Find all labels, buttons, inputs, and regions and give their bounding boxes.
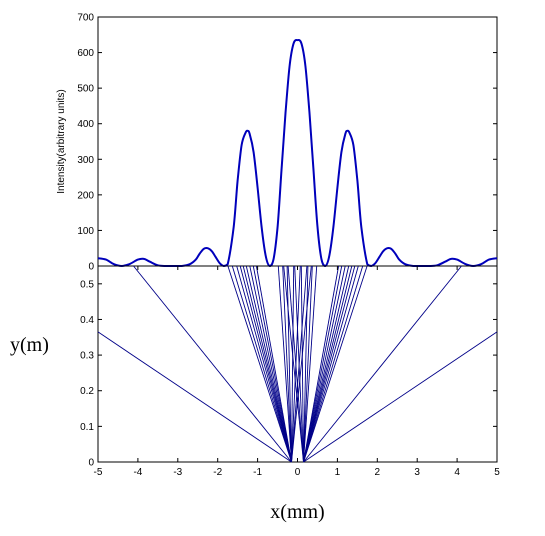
ray-line xyxy=(133,265,292,463)
ray-line xyxy=(303,265,368,463)
ray-line xyxy=(303,265,462,463)
intensity-y-tick-label: 200 xyxy=(77,190,94,201)
ray-line xyxy=(303,265,364,463)
ray-line xyxy=(303,265,359,463)
ray-line xyxy=(287,265,304,463)
ray-y-tick-label: 0.2 xyxy=(80,386,94,397)
ray-line xyxy=(282,265,292,463)
ray-x-tick-label: 1 xyxy=(335,467,341,478)
ray-plot: 00.10.20.30.40.5 -5 -4 -3 -2 -1 0 1 2 3 4 5 x(mm) … xyxy=(10,265,500,523)
ray-x-tick-label: 2 xyxy=(375,467,381,478)
y-axis-label: y(m) xyxy=(10,334,49,356)
ray-line xyxy=(303,265,318,463)
ray-x-tick-label: -5 xyxy=(94,467,103,478)
intensity-y-tick-label: 600 xyxy=(77,48,94,59)
intensity-y-axis-label: Intensity(arbitrary units) xyxy=(56,89,67,193)
intensity-y-tick-label: 0 xyxy=(88,262,94,273)
ray-y-tick-label: 0.1 xyxy=(80,422,94,433)
ray-x-tick-label: -2 xyxy=(213,467,222,478)
ray-line xyxy=(255,265,292,463)
intensity-y-ticks: 0 100 200 300 400 500 600 700 xyxy=(77,13,497,273)
ray-x-tick-label: -3 xyxy=(173,467,182,478)
x-axis-label: x(mm) xyxy=(270,501,324,523)
intensity-y-tick-label: 400 xyxy=(77,119,94,130)
ray-line xyxy=(245,265,292,463)
ray-y-tick-label: 0.4 xyxy=(80,315,94,326)
ray-line xyxy=(277,265,292,463)
ray-line xyxy=(303,265,313,463)
ray-x-tick-label: 3 xyxy=(414,467,420,478)
intensity-y-tick-label: 300 xyxy=(77,155,94,166)
intensity-y-tick-label: 100 xyxy=(77,226,94,237)
ray-x-tick-label: -4 xyxy=(133,467,142,478)
ray-y-tick-label: 0.5 xyxy=(80,279,94,290)
ray-line xyxy=(231,265,292,463)
ray-x-tick-label: 5 xyxy=(494,467,500,478)
ray-x-tick-label: 4 xyxy=(454,467,460,478)
intensity-y-tick-label: 700 xyxy=(77,13,94,24)
ray-line xyxy=(283,265,304,463)
ray-y-ticks: 0 0.1 0.2 0.3 0.4 0.5 xyxy=(80,279,497,469)
ray-line xyxy=(294,265,304,463)
intensity-curve xyxy=(97,39,498,268)
ray-x-tick-label: -1 xyxy=(253,467,262,478)
ray-line xyxy=(97,331,292,463)
ray-line xyxy=(303,265,346,463)
intensity-y-tick-label: 500 xyxy=(77,84,94,95)
ray-line xyxy=(303,331,498,463)
ray-line xyxy=(249,265,292,463)
ray-line xyxy=(300,265,304,463)
ray-y-tick-label: 0.3 xyxy=(80,351,94,362)
ray-line xyxy=(291,265,312,463)
ray-line xyxy=(303,265,343,463)
ray-line xyxy=(303,265,353,463)
ray-x-ticks: -5 -4 -3 -2 -1 0 1 2 3 4 5 xyxy=(94,266,500,478)
ray-line xyxy=(252,265,292,463)
ray-line xyxy=(291,265,295,463)
ray-line xyxy=(303,265,309,463)
ray-line xyxy=(303,265,350,463)
ray-line xyxy=(303,265,356,463)
ray-line xyxy=(303,265,340,463)
ray-x-tick-label: 0 xyxy=(295,467,301,478)
ray-line xyxy=(239,265,292,463)
ray-lines xyxy=(97,265,498,463)
ray-line xyxy=(236,265,292,463)
ray-y-tick-label: 0 xyxy=(88,458,94,469)
ray-line xyxy=(227,265,292,463)
ray-line xyxy=(242,265,292,463)
ray-line xyxy=(286,265,292,463)
